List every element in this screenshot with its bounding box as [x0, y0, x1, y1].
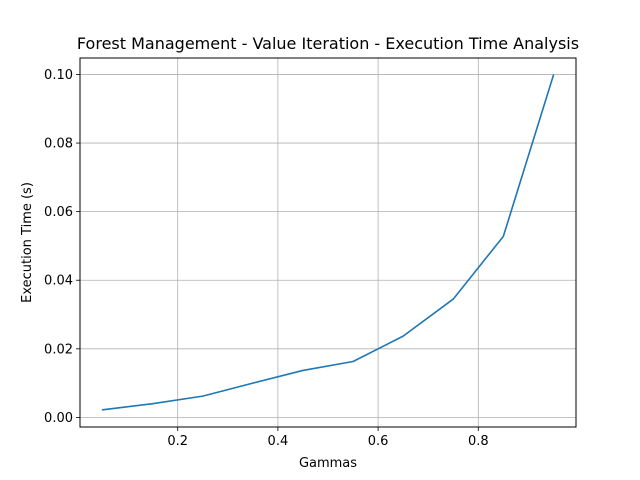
- ticks: 0.2 0.4 0.6 0.8 0.00 0.02 0.04 0.06 0.08 0.10: [44, 68, 489, 449]
- y-tick-label: 0.00: [44, 411, 73, 426]
- x-tick-label: 0.8: [468, 434, 489, 449]
- y-tick-label: 0.06: [44, 205, 73, 220]
- series-layer: [101, 74, 555, 411]
- grid: [80, 58, 576, 427]
- chart-title: Forest Management - Value Iteration - Ex…: [77, 34, 579, 53]
- plot-frame: [79, 57, 577, 428]
- y-tick-label: 0.10: [44, 68, 73, 83]
- series-line-0: [101, 74, 555, 411]
- x-tick-label: 0.6: [368, 434, 389, 449]
- y-tick-label: 0.08: [44, 137, 73, 152]
- y-axis-label: Execution Time (s): [20, 182, 35, 303]
- x-axis-label: Gammas: [299, 456, 357, 471]
- x-tick-label: 0.2: [167, 434, 188, 449]
- x-tick-label: 0.4: [268, 434, 289, 449]
- y-tick-label: 0.02: [44, 342, 73, 357]
- y-tick-label: 0.04: [44, 274, 73, 289]
